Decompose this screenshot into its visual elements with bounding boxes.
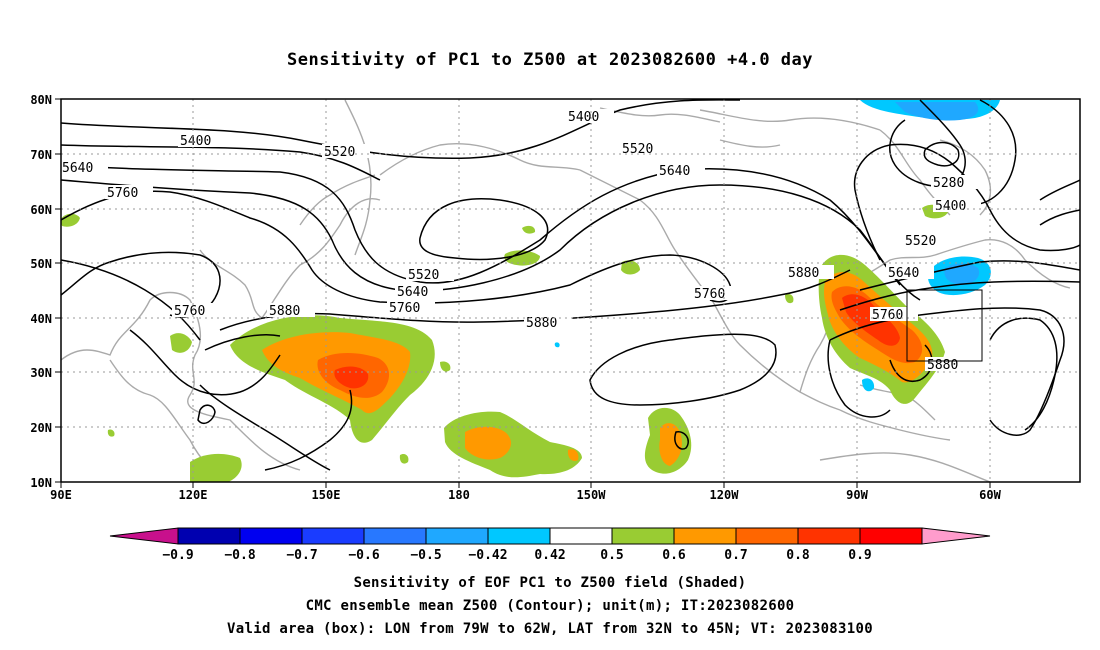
contour-label-5760: 5760 [872,308,903,323]
contour-label-5880: 5880 [927,358,958,373]
contour-labels: 5400 5400 5520 5520 5520 5520 5640 5640 … [61,109,981,373]
colorbar-swatch [859,527,923,545]
map-frame [60,98,1081,483]
colorbar-tick-label: −0.6 [348,548,379,563]
lat-label: 40N [30,312,52,326]
colorbar-tick-label: 0.6 [662,548,686,563]
colorbar-swatch [363,527,427,545]
contour-label-5400: 5400 [935,199,966,214]
lon-label: 90W [846,488,868,502]
colorbar-tick-label: −0.42 [468,548,507,563]
contour-label-5760: 5760 [107,186,138,201]
lon-label: 180 [448,488,470,502]
contour-label-5640: 5640 [888,266,919,281]
footer-contour-caption: CMC ensemble mean Z500 (Contour); unit(m… [305,598,795,614]
colorbar-swatch [425,527,489,545]
lat-label: 10N [30,476,52,490]
colorbar-tick-label: 0.5 [600,548,623,563]
z500-contours [61,99,1080,471]
colorbar-tick-label: 0.7 [724,548,747,563]
footer-valid-area-caption: Valid area (box): LON from 79W to 62W, L… [227,621,873,637]
colorbar-min-arrow [109,527,179,545]
lon-label: 120W [710,488,740,502]
contour-label-5640: 5640 [62,161,93,176]
colorbar-swatch [735,527,799,545]
colorbar-swatch [177,527,241,545]
colorbar-tick-label: −0.5 [410,548,441,563]
colorbar-tick-label: 0.9 [848,548,871,563]
lon-label: 60W [979,488,1001,502]
valid-area-box [906,289,983,362]
contour-label-5280: 5280 [933,176,964,191]
lat-label: 30N [30,366,52,380]
footer-shading-caption: Sensitivity of EOF PC1 to Z500 field (Sh… [353,575,747,591]
colorbar-swatch [673,527,737,545]
colorbar-swatch [611,527,675,545]
contour-label-5520: 5520 [324,145,355,160]
lat-label: 70N [30,148,52,162]
colorbar-swatch [549,527,613,545]
map-title: Sensitivity of PC1 to Z500 at 2023082600… [286,50,813,70]
lon-label: 150E [312,488,341,502]
graticule [61,99,1080,482]
contour-label-5400: 5400 [180,134,211,149]
lat-label: 60N [30,203,52,217]
colorbar-swatch [239,527,303,545]
contour-label-5520: 5520 [408,268,439,283]
contour-label-5760: 5760 [389,301,420,316]
colorbar-tick-label: 0.8 [786,548,810,563]
contour-label-5880: 5880 [788,266,819,281]
contour-label-5760: 5760 [174,304,205,319]
colorbar-swatch [487,527,551,545]
positive-sensitivity-shading [61,204,948,482]
contour-label-5400: 5400 [568,110,599,125]
colorbar-tick-label: 0.42 [534,548,565,563]
colorbar: −0.9 −0.8 −0.7 −0.6 −0.5 −0.42 0.42 0.5 0.6 0.7 0.… [109,527,991,563]
latitude-labels: 80N 70N 60N 50N 40N 30N 20N 10N [30,93,52,490]
contour-label-5520: 5520 [622,142,653,157]
colorbar-max-arrow [921,527,991,545]
colorbar-tick-label: −0.7 [286,548,317,563]
contour-label-5640: 5640 [397,285,428,300]
colorbar-swatch [301,527,365,545]
lat-label: 50N [30,257,52,271]
contour-label-5520: 5520 [905,234,936,249]
axis-ticks [55,98,991,488]
longitude-labels: 90E 120E 150E 180 150W 120W 90W 60W [50,488,1001,502]
contour-label-5640: 5640 [659,164,690,179]
lat-label: 80N [30,93,52,107]
contour-label-5880: 5880 [269,304,300,319]
contour-label-5880: 5880 [526,316,557,331]
lon-label: 90E [50,488,72,502]
colorbar-tick-label: −0.8 [224,548,255,563]
colorbar-swatch [797,527,861,545]
lat-label: 20N [30,421,52,435]
contour-label-5760: 5760 [694,287,725,302]
lon-label: 150W [577,488,607,502]
colorbar-tick-label: −0.9 [162,548,193,563]
lon-label: 120E [179,488,208,502]
